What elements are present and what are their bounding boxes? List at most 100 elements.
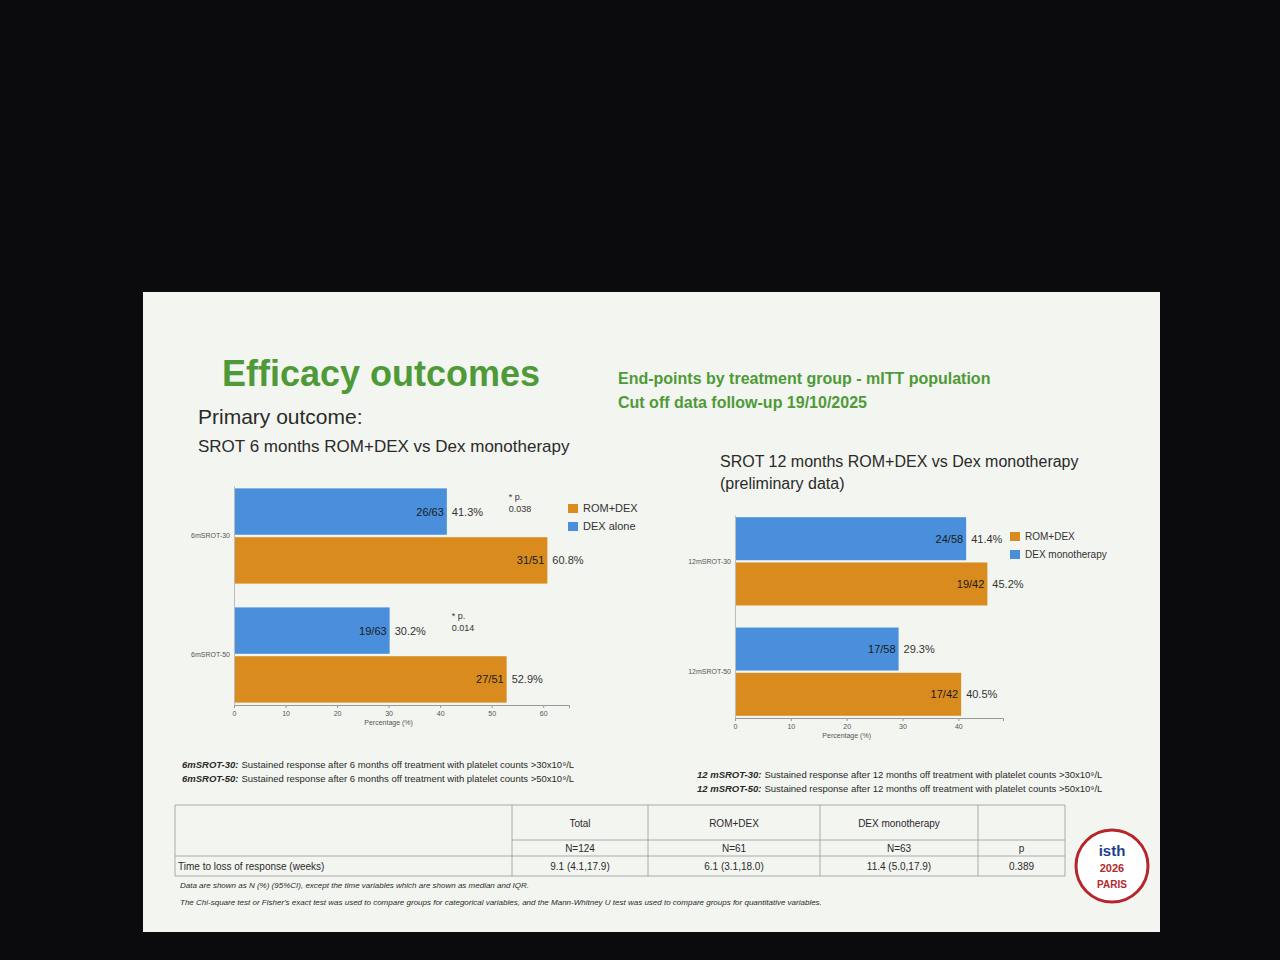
data-labels: 45.2%19/4240.5%17/4241.4%24/5829.3%17/58 bbox=[868, 533, 1024, 701]
definition-text: Sustained response after 12 months off t… bbox=[764, 769, 1102, 780]
table-cell: 0.389 bbox=[1009, 861, 1034, 872]
table-header-n: N=124 bbox=[565, 843, 595, 854]
table-header: ROM+DEX bbox=[709, 818, 759, 829]
legend-swatch bbox=[568, 504, 578, 513]
bar bbox=[735, 673, 961, 716]
slide-header: End-points by treatment group - mITT pop… bbox=[618, 370, 990, 387]
slide bbox=[143, 292, 1160, 932]
x-tick-mark bbox=[847, 718, 848, 721]
legend-swatch bbox=[1010, 550, 1020, 559]
definition-text: Sustained response after 6 months off tr… bbox=[242, 759, 575, 770]
bar-fraction: 31/51 bbox=[517, 554, 545, 566]
x-tick: 20 bbox=[843, 718, 851, 730]
chart-title: SROT 12 months ROM+DEX vs Dex monotherap… bbox=[720, 453, 1079, 492]
x-tick-label: 10 bbox=[282, 710, 290, 717]
x-axis: 0 10 20 30 40 50 60 bbox=[233, 705, 570, 717]
x-tick: 30 bbox=[385, 705, 393, 717]
table-rule bbox=[1065, 805, 1066, 876]
bar bbox=[234, 656, 507, 702]
x-tick-label: 30 bbox=[899, 723, 907, 730]
page: Efficacy outcomesEnd-points by treatment… bbox=[0, 0, 1280, 960]
bar-fraction: 17/58 bbox=[868, 643, 896, 655]
x-axis-line bbox=[736, 719, 1004, 722]
x-tick-mark bbox=[440, 705, 441, 708]
annotations: * p.0.038* p.0.014 bbox=[452, 492, 532, 633]
bar-fraction: 26/63 bbox=[416, 506, 444, 518]
background bbox=[0, 0, 1280, 960]
x-tick: 40 bbox=[955, 718, 963, 730]
definitions: 12 mSROT-30:Sustained response after 12 … bbox=[697, 769, 1102, 794]
x-tick-mark bbox=[286, 705, 287, 708]
table-note: Data are shown as N (%) (95%CI), except … bbox=[180, 881, 529, 890]
x-tick-label: 0 bbox=[233, 710, 237, 717]
y-tick: 6mSROT-30 bbox=[191, 532, 230, 539]
x-tick: 10 bbox=[787, 718, 795, 730]
x-tick: 0 bbox=[233, 705, 237, 717]
x-tick: 0 bbox=[734, 718, 738, 730]
category-label: 6mSROT-50 bbox=[191, 651, 230, 658]
definition: 6mSROT-30:Sustained response after 6 mon… bbox=[182, 759, 574, 770]
table: TotalN=124ROM+DEXN=61DEX monotherapyN=63… bbox=[175, 805, 1065, 907]
x-tick: 40 bbox=[437, 705, 445, 717]
y-tick: 12mSROT-50 bbox=[688, 668, 731, 675]
data-label: 40.5% bbox=[966, 688, 997, 700]
table-rule bbox=[512, 840, 1065, 841]
data-label: 45.2% bbox=[992, 578, 1023, 590]
x-tick-mark bbox=[492, 705, 493, 708]
x-tick-label: 40 bbox=[955, 723, 963, 730]
table-cell: 6.1 (3.1,18.0) bbox=[704, 861, 763, 872]
x-tick-label: 20 bbox=[843, 723, 851, 730]
x-tick-label: 50 bbox=[488, 710, 496, 717]
x-tick-label: 10 bbox=[787, 723, 795, 730]
chart: SROT 6 months ROM+DEX vs Dex monotherapy… bbox=[182, 437, 638, 784]
table-rule bbox=[175, 805, 1065, 806]
x-tick-label: 20 bbox=[334, 710, 342, 717]
definition-term: 6mSROT-30: bbox=[182, 759, 239, 770]
definition: 12 mSROT-30:Sustained response after 12 … bbox=[697, 769, 1102, 780]
chart: SROT 12 months ROM+DEX vs Dex monotherap… bbox=[688, 453, 1107, 794]
bar bbox=[735, 517, 966, 560]
category-label: 12mSROT-30 bbox=[688, 558, 731, 565]
canvas: Efficacy outcomesEnd-points by treatment… bbox=[0, 0, 1280, 960]
definition: 6mSROT-50:Sustained response after 6 mon… bbox=[182, 773, 574, 784]
x-tick-mark bbox=[337, 705, 338, 708]
table-header-n: N=61 bbox=[722, 843, 747, 854]
data-label: 60.8% bbox=[552, 554, 583, 566]
x-tick-mark bbox=[791, 718, 792, 721]
bar-fraction: 27/51 bbox=[476, 673, 504, 685]
bars bbox=[234, 488, 547, 702]
legend-swatch bbox=[1010, 532, 1020, 541]
table-rule bbox=[978, 805, 979, 876]
logo-text: 2026 bbox=[1100, 862, 1124, 874]
x-tick-mark bbox=[903, 718, 904, 721]
x-tick-label: 60 bbox=[540, 710, 548, 717]
data-label: 41.4% bbox=[971, 533, 1002, 545]
legend-label: DEX alone bbox=[583, 520, 636, 532]
bar-fraction: 19/63 bbox=[359, 625, 387, 637]
legend-label: DEX monotherapy bbox=[1025, 549, 1107, 560]
bar-fraction: 24/58 bbox=[936, 533, 964, 545]
category-label: 12mSROT-50 bbox=[688, 668, 731, 675]
definition: 12 mSROT-50:Sustained response after 12 … bbox=[697, 783, 1102, 794]
x-tick: 20 bbox=[334, 705, 342, 717]
definition-text: Sustained response after 12 months off t… bbox=[764, 783, 1102, 794]
data-label: 52.9% bbox=[512, 673, 543, 685]
category-label: 6mSROT-30 bbox=[191, 532, 230, 539]
data-label: 30.2% bbox=[395, 625, 426, 637]
legend: ROM+DEXDEX monotherapy bbox=[1010, 531, 1107, 560]
bar bbox=[735, 562, 987, 605]
data-label: 29.3% bbox=[904, 643, 935, 655]
legend: ROM+DEXDEX alone bbox=[568, 502, 638, 532]
legend-swatch bbox=[568, 522, 578, 531]
definitions: 6mSROT-30:Sustained response after 6 mon… bbox=[182, 759, 574, 784]
y-tick: 6mSROT-50 bbox=[191, 651, 230, 658]
x-tick-label: 30 bbox=[385, 710, 393, 717]
logo: isth2026PARIS bbox=[1076, 830, 1148, 902]
section-title: Primary outcome: bbox=[198, 405, 363, 428]
x-tick: 10 bbox=[282, 705, 290, 717]
table-rule bbox=[512, 805, 513, 876]
y-axis: 6mSROT-30 6mSROT-50 bbox=[191, 487, 234, 706]
p-label: * p. bbox=[509, 492, 523, 502]
bar bbox=[234, 488, 447, 534]
x-tick-label: 40 bbox=[437, 710, 445, 717]
